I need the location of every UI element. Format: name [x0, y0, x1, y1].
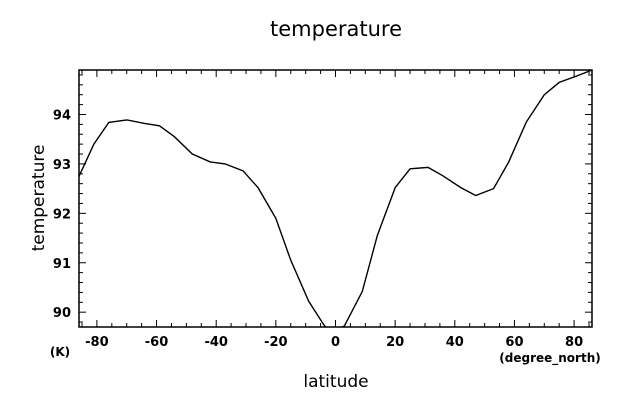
plot-frame: [78, 69, 593, 328]
x-axis-ticks: -80 -60 -40 -20 0 20 40 60 80: [81, 70, 590, 350]
x-tick-label: -20: [264, 335, 288, 350]
x-tick-label: -40: [204, 335, 228, 350]
y-tick-label: 92: [53, 207, 71, 222]
x-axis-label: latitude: [303, 372, 368, 392]
x-tick-label: 0: [331, 335, 340, 350]
y-tick-label: 90: [53, 306, 71, 321]
x-tick-label: -60: [145, 335, 169, 350]
y-tick-label: 94: [53, 108, 71, 123]
x-tick-label: 60: [505, 335, 523, 350]
x-tick-label: -80: [85, 335, 109, 350]
y-axis-ticks: 90 91 92 93 94: [53, 74, 592, 323]
x-tick-label: 80: [565, 335, 583, 350]
y-tick-label: 93: [53, 158, 71, 173]
y-tick-label: 91: [53, 257, 71, 272]
chart-title: temperature: [270, 17, 402, 41]
y-axis-label: temperature: [29, 145, 49, 252]
temperature-series-line: [79, 70, 592, 327]
x-unit-label: (degree_north): [499, 351, 600, 366]
x-tick-label: 20: [386, 335, 404, 350]
x-tick-label: 40: [446, 335, 464, 350]
y-unit-label: (K): [50, 345, 70, 359]
